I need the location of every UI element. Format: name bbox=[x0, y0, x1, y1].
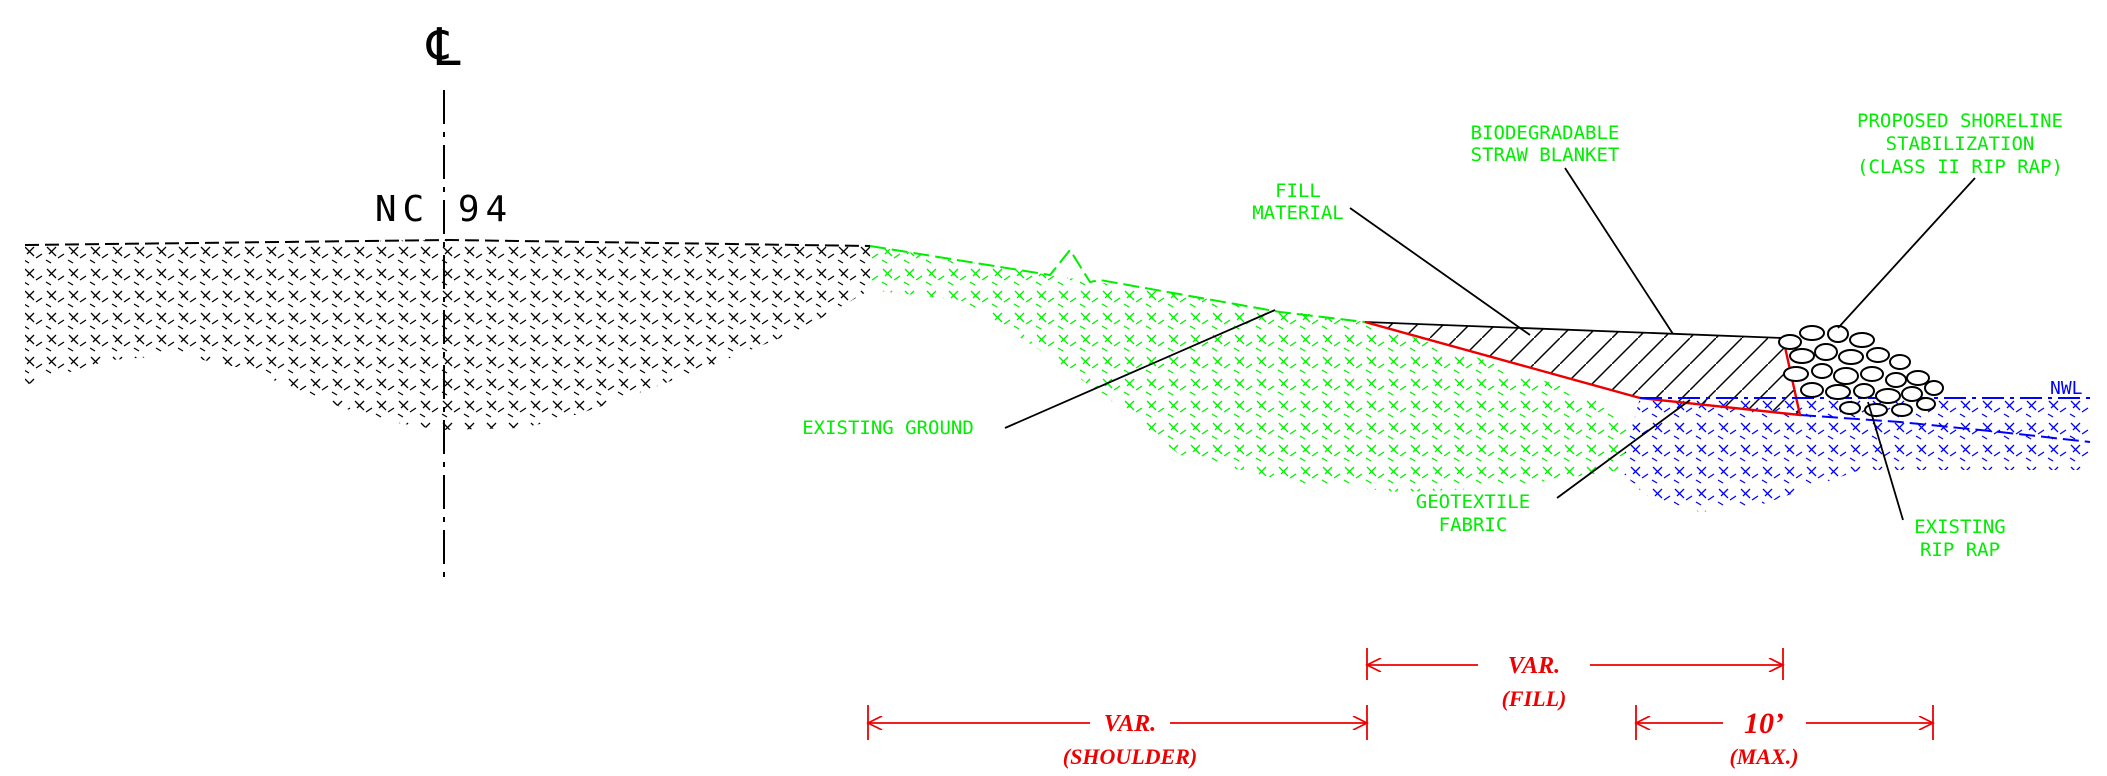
leader-straw-blanket bbox=[1564, 167, 1674, 335]
fill-material-label-line-1: FILL bbox=[1275, 180, 1321, 202]
max-dim-value: 10’ bbox=[1744, 707, 1784, 740]
centerline-symbol: ℄ bbox=[425, 18, 461, 78]
rip-rap-stones bbox=[1778, 325, 1944, 417]
leader-geotextile bbox=[1556, 399, 1691, 499]
submerged-ground-line bbox=[1799, 414, 2091, 443]
max-dim-note: (MAX.) bbox=[1729, 744, 1798, 769]
leader-fill-material bbox=[1349, 207, 1531, 336]
shoreline-label-line-1: PROPOSED SHORELINE bbox=[1857, 110, 2063, 132]
fill-material-label-line-2: MATERIAL bbox=[1252, 202, 1344, 224]
dimension-labels: VAR. (FILL) VAR. (SHOULDER) 10’ (MAX.) bbox=[1063, 653, 1799, 769]
shoulder-dim-note: (SHOULDER) bbox=[1063, 744, 1197, 769]
biodegradable-label-line-1: BIODEGRADABLE bbox=[1471, 122, 1620, 144]
dimensions bbox=[868, 648, 1933, 740]
leader-existing-ground bbox=[1004, 309, 1276, 429]
existing-ground-top-line bbox=[24, 238, 871, 247]
fill-dim-value: VAR. bbox=[1508, 653, 1560, 679]
fill-dim-note: (FILL) bbox=[1502, 686, 1567, 711]
leader-shoreline bbox=[1837, 177, 1976, 329]
submerged-ground-area bbox=[1620, 398, 2090, 512]
shoreline-label-line-3: (CLASS II RIP RAP) bbox=[1857, 156, 2063, 178]
leader-existing-rip-rap bbox=[1867, 401, 1904, 521]
nwl-label: NWL bbox=[2050, 378, 2083, 399]
road-label: NC 94 bbox=[375, 189, 513, 230]
geotextile-label-line-2: FABRIC bbox=[1439, 514, 1508, 536]
existing-ground-label: EXISTING GROUND bbox=[802, 417, 974, 439]
shoulder-area bbox=[870, 246, 1640, 492]
existing-ground-area bbox=[25, 240, 870, 430]
existing-rip-rap-label-line-1: EXISTING bbox=[1914, 516, 2006, 538]
existing-rip-rap-label-line-2: RIP RAP bbox=[1920, 539, 2000, 561]
shoulder-dim-value: VAR. bbox=[1104, 711, 1156, 737]
leader-lines bbox=[1004, 167, 1976, 521]
annotation-labels: BIODEGRADABLE STRAW BLANKET PROPOSED SHO… bbox=[802, 110, 2063, 561]
shoulder-top-line bbox=[869, 245, 1366, 323]
shoreline-label-line-2: STABILIZATION bbox=[1886, 133, 2035, 155]
biodegradable-label-line-2: STRAW BLANKET bbox=[1471, 144, 1620, 166]
geotextile-label-line-1: GEOTEXTILE bbox=[1416, 491, 1530, 513]
